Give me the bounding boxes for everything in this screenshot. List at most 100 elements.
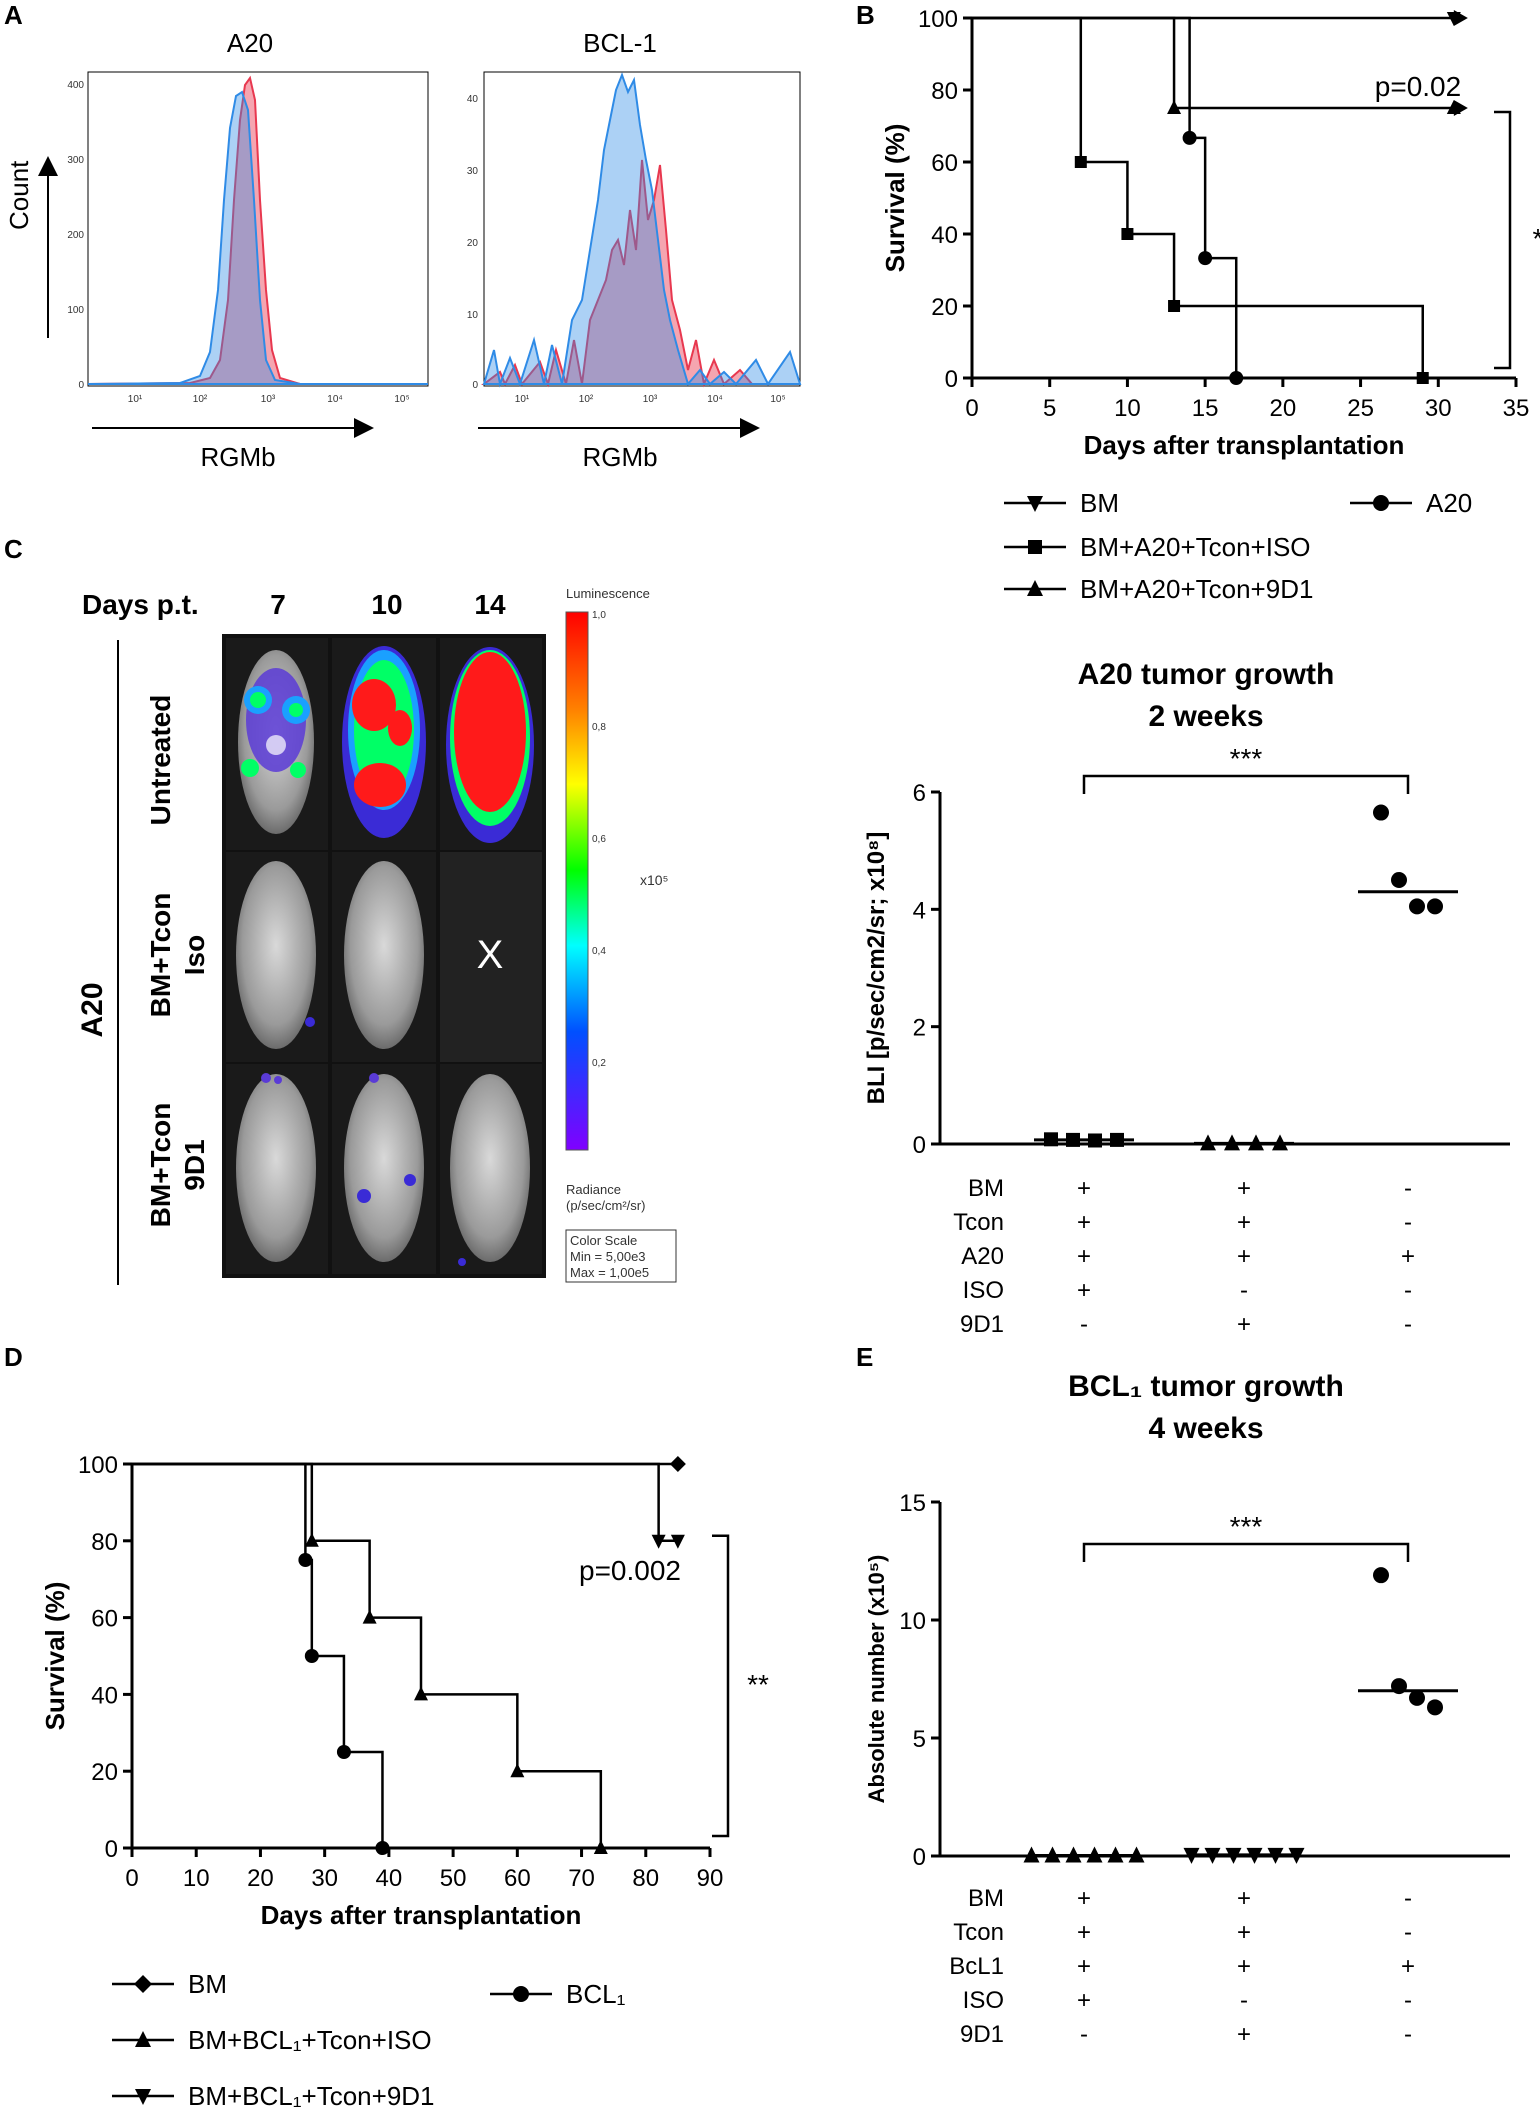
table-cell: + — [1077, 1175, 1091, 1202]
data-point-circle — [1409, 898, 1425, 915]
y-tick-label: 40 — [931, 222, 958, 249]
hist-bcl1-ytick: 30 — [467, 166, 479, 177]
hist-a20-xtick: 10³ — [261, 394, 276, 405]
hist-a20-ytick: 200 — [67, 230, 84, 241]
significance-stars: * — [1533, 223, 1540, 254]
y-axis-label: Absolute number (x10⁵) — [864, 1555, 889, 1804]
chart-title-line1: A20 tumor growth — [1078, 658, 1335, 691]
hist-bcl1-ytick: 0 — [472, 380, 478, 391]
y-tick-label: 100 — [918, 6, 958, 33]
table-cell: - — [1240, 1277, 1248, 1304]
hist-bcl1-yticks: 40 30 20 10 0 — [467, 94, 479, 391]
km-marker-circle — [336, 1745, 351, 1759]
hist-bcl1-title: BCL-1 — [583, 28, 657, 58]
hist-bcl1-xtick: 10¹ — [515, 394, 530, 405]
km-marker-circle — [1182, 130, 1197, 145]
chart-d-survival: 0 20 40 60 80 100 0 10 20 30 40 50 60 70 80 90 Days afte… — [40, 1452, 769, 2111]
scale-unit-2: (p/sec/cm²/sr) — [566, 1198, 645, 1213]
row-label-9d1-2: 9D1 — [179, 1139, 210, 1190]
y-tick-label: 10 — [899, 1608, 926, 1635]
scale-tick: 1,0 — [592, 610, 606, 621]
y-axis-label: Survival (%) — [40, 1582, 70, 1731]
table-row-label: Tcon — [953, 1919, 1004, 1946]
significance-bracket — [1082, 1542, 1410, 1562]
significance-stars: ** — [747, 1669, 769, 1700]
y-tick-label: 2 — [913, 1015, 926, 1042]
legend-marker-triangle-down — [1027, 496, 1043, 512]
table-cell: + — [1401, 1243, 1415, 1270]
day-label-10: 10 — [371, 589, 402, 620]
y-tick-label: 6 — [913, 780, 926, 807]
day-label-7: 7 — [270, 589, 286, 620]
y-tick-label: 20 — [931, 294, 958, 321]
hist-a20-ytick: 100 — [67, 305, 84, 316]
panel-letter-a: A — [4, 0, 23, 30]
legend-label: BM — [188, 1969, 227, 1999]
scale-tick: 0,2 — [592, 1058, 606, 1069]
table-cell: - — [1404, 1175, 1412, 1202]
scale-tick: 0,6 — [592, 834, 606, 845]
table-row-label: BcL1 — [949, 1953, 1004, 1980]
legend-label: BM — [1080, 488, 1119, 518]
hist-bcl1-blue — [482, 72, 802, 388]
y-tick-label: 20 — [91, 1759, 118, 1786]
survival-line-BCL₁ — [132, 1462, 384, 1848]
x-tick-label: 60 — [504, 1865, 531, 1892]
panel-letter-b: B — [856, 0, 875, 30]
km-marker-triangle-down — [670, 1534, 685, 1549]
hist-a20-ytick: 300 — [67, 155, 84, 166]
y-axis-label: Survival (%) — [880, 124, 910, 273]
hist-a20-xtick: 10⁴ — [327, 394, 342, 405]
table-row-label: BM — [968, 1175, 1004, 1202]
km-marker-square — [1168, 300, 1181, 312]
bli-image-9d1-d7 — [226, 1064, 328, 1274]
hist-bcl1-xtick: 10² — [579, 394, 594, 405]
km-marker-circle — [298, 1553, 313, 1567]
x-tick-label: 30 — [1425, 395, 1452, 422]
panel-letter-e: E — [856, 1342, 873, 1372]
row-label-iso-1: BM+Tcon — [145, 893, 176, 1018]
x-tick-label: 30 — [311, 1865, 338, 1892]
table-cell: + — [1401, 1953, 1415, 1980]
km-marker-diamond — [669, 1456, 686, 1472]
y-tick-label: 15 — [899, 1490, 926, 1517]
survival-arrowhead — [1453, 100, 1468, 116]
hist-a20-ytick: 400 — [67, 80, 84, 91]
hist-bcl1-xlabel: RGMb — [582, 442, 657, 472]
legend-marker-circle — [1373, 495, 1389, 511]
table-cell: - — [1404, 1885, 1412, 1912]
day-label-14: 14 — [474, 589, 506, 620]
panel-a: Count A20 400 300 200 100 0 10¹ 10² 10³ … — [4, 28, 802, 472]
legend-marker-triangle-up — [1027, 580, 1043, 596]
data-point-circle — [1427, 1699, 1443, 1716]
color-scale-min: Min = 5,00e3 — [570, 1249, 646, 1264]
bli-image-iso-d10 — [332, 852, 436, 1062]
km-marker-triangle-up — [414, 1686, 428, 1701]
bli-image-untreated-d10 — [332, 638, 436, 850]
km-marker-triangle-up — [593, 1840, 608, 1854]
legend-marker-triangle-down — [135, 2089, 151, 2105]
x-axis-label: Days after transplantation — [261, 1900, 582, 1930]
row-label-untreated: Untreated — [145, 695, 176, 826]
legend-label: BM+BCL₁+Tcon+ISO — [188, 2025, 432, 2055]
x-tick-label: 20 — [247, 1865, 274, 1892]
x-tick-label: 5 — [1043, 395, 1056, 422]
table-row-label: ISO — [963, 1277, 1004, 1304]
x-tick-label: 50 — [440, 1865, 467, 1892]
table-row-label: 9D1 — [960, 2021, 1004, 2048]
x-axis-label: Days after transplantation — [1084, 430, 1405, 460]
table-cell: + — [1237, 1243, 1251, 1270]
hist-a20-xlabel: RGMb — [200, 442, 275, 472]
km-marker-circle — [1198, 251, 1213, 266]
table-cell: - — [1404, 1919, 1412, 1946]
survival-line-BM+A20+Tcon+ISO — [972, 16, 1424, 378]
hist-a20-blue — [87, 90, 428, 385]
hist-a20-ytick: 0 — [78, 380, 84, 391]
table-row-label: Tcon — [953, 1209, 1004, 1236]
x-tick-label: 20 — [1270, 395, 1297, 422]
y-tick-label: 60 — [91, 1606, 118, 1633]
table-cell: - — [1404, 1311, 1412, 1338]
x-tick-label: 25 — [1347, 395, 1374, 422]
hist-a20-xtick: 10¹ — [128, 394, 143, 405]
